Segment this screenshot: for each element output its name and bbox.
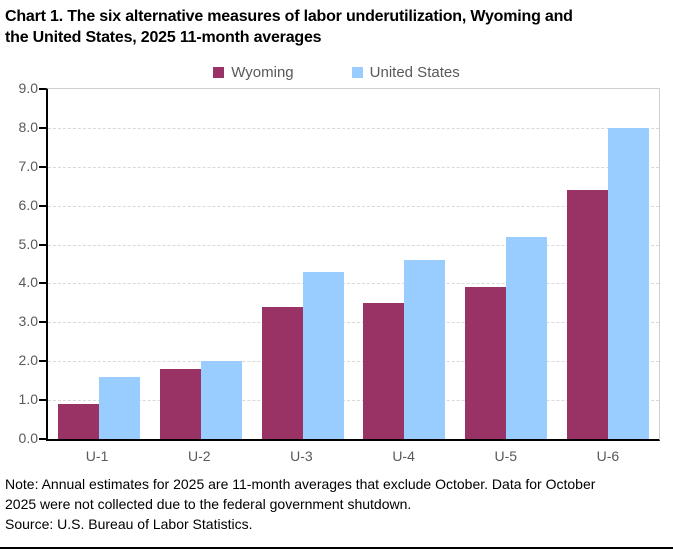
y-axis-tick-mark-0.0 [39,438,46,440]
plot-area: 0.0 1.0 2.0 3.0 4.0 5.0 6.0 7.0 8.0 9.0 [19,80,660,446]
legend-label-united-states: United States [369,63,460,81]
bar-group-u-6 [557,89,659,439]
legend-swatch-wyoming [213,66,225,78]
gridline-3.0 [48,322,659,324]
chart-title-line-1: Chart 1. The six alternative measures of… [5,8,573,25]
bar-group-u-3 [252,89,354,439]
bar-united-states-u-4 [404,260,446,439]
y-axis-tick-mark-1.0 [39,399,46,402]
bar-united-states-u-6 [608,127,650,439]
bar-united-states-u-2 [200,361,242,439]
gridline-7.0 [48,166,659,168]
chart-title-line-2: the United States, 2025 11-month average… [5,29,322,46]
gridline-1.0 [48,400,659,402]
bottom-divider [0,547,673,549]
y-axis-tick-mark-6.0 [39,204,46,207]
y-axis-tick-mark-4.0 [39,282,46,285]
x-axis-label-u-3: U-3 [290,448,313,464]
y-axis-tick-mark-5.0 [39,243,46,246]
bars-layer [48,89,659,439]
gridline-6.0 [48,205,659,207]
y-axis-tick-label-7.0: 7.0 [18,157,38,174]
x-axis-label-u-4: U-4 [392,448,415,464]
bar-united-states-u-1 [98,376,140,439]
y-axis-tick-mark-2.0 [39,360,46,363]
x-axis-label-u-5: U-5 [494,448,518,464]
y-axis-tick-label-1.0: 1.0 [18,391,38,408]
y-axis-tick-mark-8.0 [39,126,46,129]
bar-wyoming-u-6 [567,190,609,439]
legend-item-united-states: United States [351,63,460,81]
bar-united-states-u-5 [506,236,548,439]
y-axis-tick-label-4.0: 4.0 [18,274,38,291]
y-axis-tick-label-9.0: 9.0 [18,80,38,96]
y-axis-tick-label-8.0: 8.0 [18,118,38,135]
bar-group-u-2 [150,89,252,439]
chart-title: Chart 1. The six alternative measures of… [5,6,667,48]
bar-wyoming-u-5 [465,287,507,439]
bar-group-u-5 [455,89,557,439]
legend: Wyoming United States [0,63,673,81]
note-line-2: 2025 were not collected due to the feder… [5,496,412,512]
x-axis-label-u-6: U-6 [596,448,620,464]
x-axis-label-u-2: U-2 [187,448,211,464]
legend-label-wyoming: Wyoming [231,63,294,81]
legend-item-wyoming: Wyoming [213,63,294,81]
x-axis-labels: U-1 U-2 U-3 U-4 U-5 U-6 [46,441,659,464]
x-axis-label-u-1: U-1 [85,448,109,464]
bar-wyoming-u-4 [363,302,405,439]
y-axis-tick-label-3.0: 3.0 [18,313,38,330]
gridline-4.0 [48,283,659,285]
bar-group-u-4 [353,89,455,439]
y-axis-tick-label-5.0: 5.0 [18,235,38,252]
bar-united-states-u-3 [302,271,344,439]
legend-swatch-united-states [351,66,363,78]
source-text: Source: U.S. Bureau of Labor Statistics. [5,516,253,532]
gridline-2.0 [48,361,659,363]
note-text: Note: Annual estimates for 2025 are 11-m… [5,474,667,514]
bar-wyoming-u-3 [261,306,303,439]
bar-wyoming-u-1 [57,404,99,439]
gridline-5.0 [48,244,659,246]
y-axis-tick-mark-7.0 [39,165,46,168]
gridline-8.0 [48,127,659,129]
y-axis-tick-mark-9.0 [39,88,46,90]
y-axis-tick-label-2.0: 2.0 [18,352,38,369]
note-line-1: Note: Annual estimates for 2025 are 11-m… [5,476,596,492]
bar-wyoming-u-2 [159,369,201,439]
bar-group-u-1 [48,89,150,439]
y-axis-tick-label-0.0: 0.0 [18,430,38,446]
y-axis-tick-mark-3.0 [39,321,46,324]
y-axis-tick-label-6.0: 6.0 [18,196,38,213]
